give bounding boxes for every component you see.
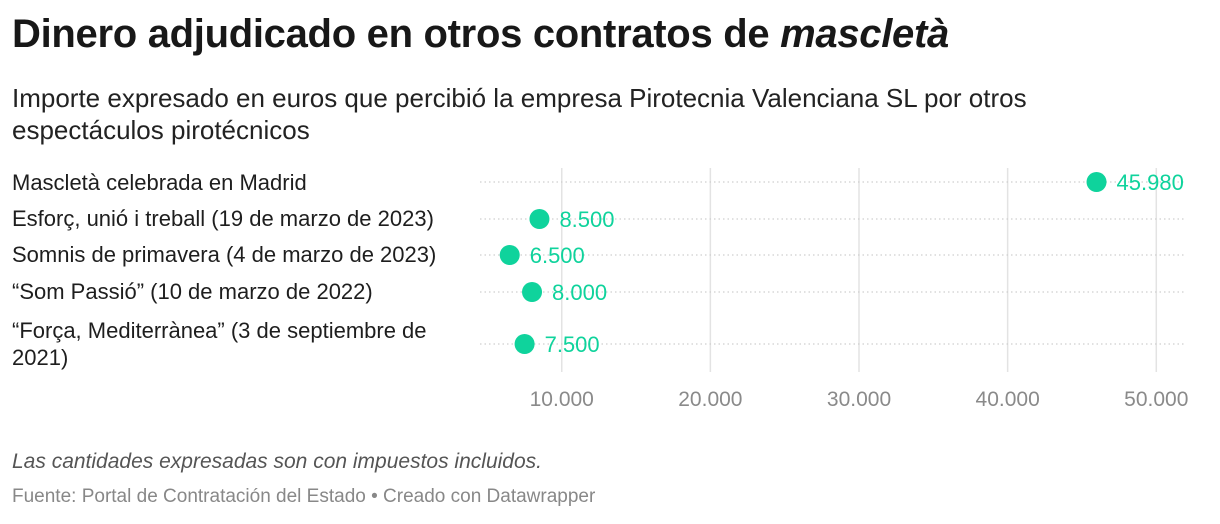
row-label: Esforç, unió i treball (19 de marzo de 2… — [12, 206, 434, 231]
data-point — [514, 334, 535, 354]
plot-area: 10.000 20.000 30.000 40.000 50.000 45.980 8.50… — [480, 168, 1188, 411]
row-label: “Força, Mediterrànea” (3 de septiembre d… — [12, 318, 427, 370]
data-point — [499, 245, 520, 265]
row-label: “Som Passió” (10 de marzo de 2022) — [12, 279, 373, 304]
chart-title-italic: mascletà — [780, 12, 949, 56]
x-tick-label: 50.000 — [1124, 388, 1188, 411]
data-point — [529, 209, 550, 229]
value-label: 8.500 — [559, 207, 614, 232]
x-tick-label: 40.000 — [976, 388, 1040, 411]
value-label: 45.980 — [1117, 170, 1184, 195]
dot-plot: 10.000 20.000 30.000 40.000 50.000 45.980 8.50… — [0, 160, 1220, 420]
value-label: 6.500 — [530, 243, 585, 268]
chart-subtitle: Importe expresado en euros que percibió … — [12, 83, 1027, 145]
data-point — [522, 282, 543, 302]
x-tick-label: 10.000 — [530, 388, 594, 411]
source-line: Fuente: Portal de Contratación del Estad… — [12, 486, 596, 507]
chart-title-text: Dinero adjudicado en otros contratos de — [12, 12, 781, 56]
x-tick-label: 20.000 — [678, 388, 742, 411]
data-point — [1086, 172, 1107, 192]
row-label: Somnis de primavera (4 de marzo de 2023) — [12, 242, 437, 267]
row-label: Mascletà celebrada en Madrid — [12, 170, 307, 195]
footnote: Las cantidades expresadas son con impues… — [12, 450, 542, 473]
x-tick-label: 30.000 — [827, 388, 891, 411]
value-label: 7.500 — [545, 332, 600, 357]
value-label: 8.000 — [552, 280, 607, 305]
chart-title: Dinero adjudicado en otros contratos de … — [12, 12, 949, 57]
